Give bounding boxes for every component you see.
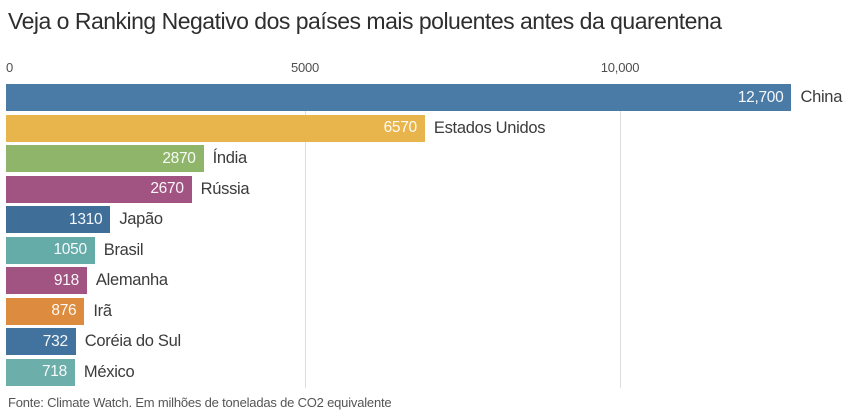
bar-value-label: 1050: [53, 241, 87, 258]
bar-row: 2670 Rússia: [6, 175, 842, 203]
bar: 12,700: [6, 84, 792, 111]
bar-row: 12,700 China: [6, 84, 842, 111]
bar-category-label: Rússia: [200, 179, 250, 198]
bar: 2670: [6, 175, 192, 203]
bar-chart-plot-area: 12,700 China 6570 Estados Unidos 2870 Índia 26…: [0, 84, 850, 390]
bar-category-label: Alemanha: [95, 271, 168, 289]
bar: 1310: [6, 206, 111, 233]
bar-value-label: 876: [51, 302, 77, 319]
bar-category-label: México: [83, 362, 135, 381]
bar-value-label: 2670: [150, 180, 184, 197]
bar: 2870: [6, 145, 204, 172]
bar-row: 732 Coréia do Sul: [6, 328, 842, 355]
x-axis-tick-5000: 5000: [290, 60, 320, 75]
bar-value-label: 732: [42, 332, 68, 350]
bar-category-label: Índia: [212, 149, 248, 167]
bar-row: 1310 Japão: [6, 206, 842, 233]
bar-value-label: 6570: [383, 119, 418, 136]
bar-category-label: Coréia do Sul: [84, 332, 181, 350]
chart-title: Veja o Ranking Negativo dos países mais …: [8, 8, 722, 34]
x-axis-tick-0: 0: [6, 60, 14, 75]
bar: 876: [6, 297, 85, 325]
bar-row: 876 Irã: [6, 297, 842, 325]
gridline-10000: [620, 84, 621, 388]
bar-category-label: China: [800, 88, 843, 106]
bar-category-label: Japão: [119, 210, 163, 228]
x-axis: 0 5000 10,000: [0, 60, 850, 76]
bar-category-label: Irã: [93, 301, 112, 320]
bar-row: 1050 Brasil: [6, 236, 842, 264]
bar-value-label: 918: [53, 271, 79, 289]
x-axis-tick-10000: 10,000: [600, 60, 640, 75]
bar-value-label: 1310: [69, 210, 103, 228]
bar: 718: [6, 358, 75, 386]
bar-category-label: Brasil: [103, 240, 144, 259]
bar-row: 2870 Índia: [6, 145, 842, 172]
bar: 918: [6, 267, 87, 294]
bar-value-label: 12,700: [737, 88, 784, 106]
source-note: Fonte: Climate Watch. Em milhões de tone…: [8, 395, 392, 410]
bar-row: 718 México: [6, 358, 842, 386]
bars: 12,700 China 6570 Estados Unidos 2870 Índia 26…: [6, 84, 842, 386]
bar-value-label: 2870: [162, 149, 196, 167]
bar: 1050: [6, 236, 95, 264]
bar-value-label: 718: [41, 363, 67, 380]
bar: 732: [6, 328, 76, 355]
bar: 6570: [6, 114, 425, 142]
gridline-5000: [305, 84, 306, 388]
bar-row: 6570 Estados Unidos: [6, 114, 842, 142]
bar-category-label: Estados Unidos: [433, 118, 546, 137]
bar-row: 918 Alemanha: [6, 267, 842, 294]
